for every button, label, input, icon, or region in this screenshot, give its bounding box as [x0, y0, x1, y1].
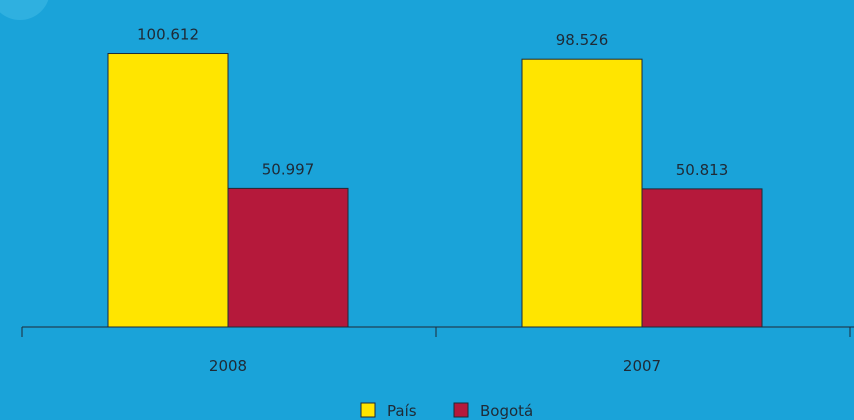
bar-pa-s-2008 — [107, 53, 229, 328]
bars-group: 100.612 50.997 98.526 50.813 — [107, 26, 763, 328]
x-axis: 2008 2007 — [21, 326, 854, 375]
legend-swatch — [360, 402, 376, 418]
value-label: 100.612 — [137, 26, 199, 44]
value-label: 98.526 — [556, 31, 609, 49]
legend-swatch — [453, 402, 469, 418]
x-tick-label: 2007 — [623, 357, 661, 375]
decorative-circle — [0, 0, 49, 20]
bar-bogot--2008 — [227, 187, 349, 328]
x-tick-label: 2008 — [209, 357, 247, 375]
legend: País Bogotá — [360, 402, 533, 420]
bar-bogot--2007 — [641, 188, 763, 328]
legend-label: Bogotá — [480, 402, 533, 420]
value-label: 50.997 — [262, 160, 315, 178]
bar-pa-s-2007 — [521, 58, 643, 328]
legend-label: País — [387, 402, 417, 420]
value-label: 50.813 — [676, 161, 729, 179]
